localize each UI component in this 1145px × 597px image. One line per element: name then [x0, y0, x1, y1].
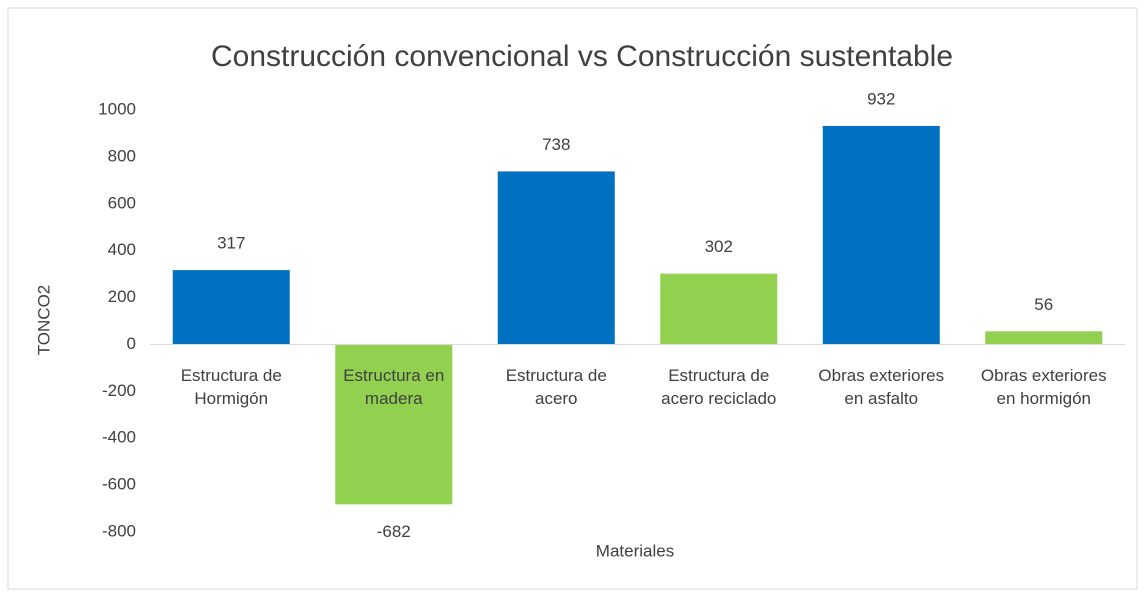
bar [497, 171, 615, 345]
bar [172, 270, 290, 345]
chart-title: Construcción convencional vs Construcció… [211, 40, 953, 73]
x-tick-label: Obras exteriores en hormigón [980, 366, 1107, 409]
bar [335, 344, 453, 505]
x-tick-label: Estructura de Hormigón [180, 366, 282, 409]
x-tick-label: Estructura en madera [343, 366, 445, 409]
x-tick-label: Estructura de acero reciclado [661, 366, 777, 409]
y-tick-label: -400 [102, 428, 136, 447]
value-label: 302 [705, 237, 733, 256]
bar [822, 125, 940, 345]
value-label: 738 [542, 135, 570, 154]
y-tick-label: 400 [108, 240, 136, 259]
value-label: 56 [1034, 295, 1053, 314]
x-axis-title: Materiales [596, 541, 674, 560]
value-label: 317 [217, 234, 245, 253]
y-axis-title: TONCO2 [34, 285, 53, 356]
y-tick-label: -200 [102, 381, 136, 400]
y-tick-label: 800 [108, 146, 136, 165]
y-tick-label: -800 [102, 521, 136, 540]
y-tick-label: 1000 [98, 99, 136, 118]
y-tick-label: 0 [127, 334, 136, 353]
bar [660, 273, 778, 345]
y-tick-label: -600 [102, 475, 136, 494]
bar [985, 331, 1103, 345]
value-label: 932 [867, 89, 895, 108]
x-tick-label: Estructura de acero [505, 366, 607, 409]
y-tick-label: 200 [108, 287, 136, 306]
x-tick-label: Obras exteriores en asfalto [818, 366, 945, 409]
y-tick-label: 600 [108, 193, 136, 212]
value-label: -682 [377, 522, 411, 541]
